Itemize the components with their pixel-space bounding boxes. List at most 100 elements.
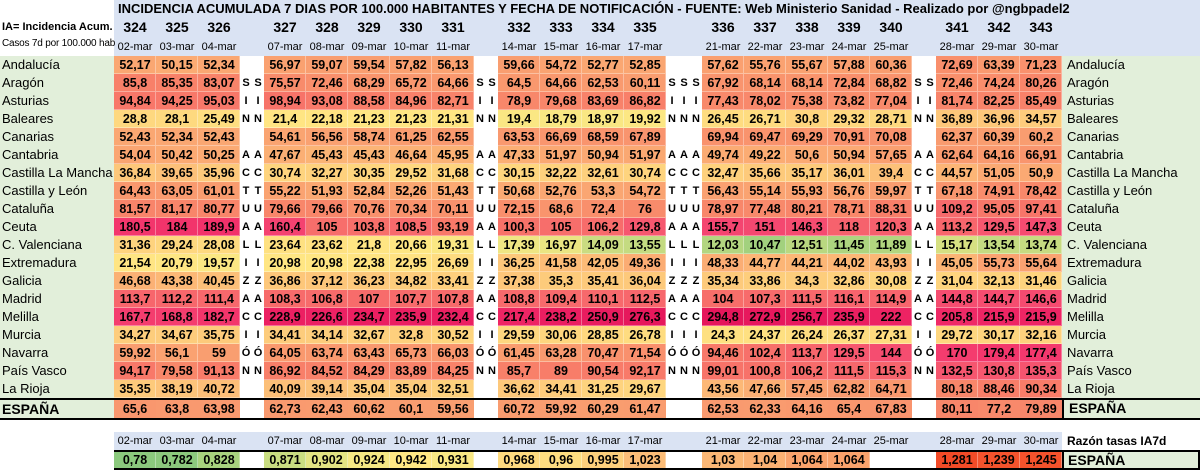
day-number-header: 330 [399, 19, 423, 35]
separator-letter [252, 128, 264, 146]
header-separator [666, 38, 678, 56]
separator-letter: T [678, 182, 690, 200]
heatmap-cell: 75,57 [264, 74, 306, 92]
date-header: 10-mar [393, 41, 429, 53]
heatmap-cell: 72,46 [306, 74, 348, 92]
region-label-left: Asturias [0, 92, 114, 110]
heatmap-cell: 46,64 [390, 146, 432, 164]
date-header: 25-mar [873, 41, 909, 53]
heatmap-cell: 35,34 [702, 272, 744, 290]
heatmap-cell: 38,19 [156, 380, 198, 398]
separator-letter [690, 380, 702, 398]
heatmap-cell: 94,84 [114, 92, 156, 110]
separator-letter: T [486, 182, 498, 200]
separator-letter: S [666, 74, 678, 92]
heatmap-cell: 29,24 [156, 236, 198, 254]
heatmap-cell: 18,97 [582, 110, 624, 128]
heatmap-cell: 64,05 [264, 344, 306, 362]
heatmap-cell: 52,85 [624, 56, 666, 74]
heatmap-cell: 40,45 [198, 272, 240, 290]
separator-letter: A [240, 218, 252, 236]
heatmap-cell: 63,39 [978, 56, 1020, 74]
heatmap-cell: 21,31 [432, 110, 474, 128]
heatmap-cell: 94,17 [114, 362, 156, 380]
separator-letter: A [252, 290, 264, 308]
heatmap-cell: 78,02 [744, 92, 786, 110]
day-number-header: 343 [1029, 19, 1053, 35]
footer-date-header: 23-mar [789, 435, 825, 447]
heatmap-cell: 29,72 [936, 326, 978, 344]
heatmap-cell: 35,35 [114, 380, 156, 398]
heatmap-cell: 59,92 [114, 344, 156, 362]
separator-letter: C [474, 308, 486, 326]
heatmap-cell: 64,16 [978, 146, 1020, 164]
heatmap-cell: 26,24 [786, 326, 828, 344]
separator-letter: I [240, 326, 252, 344]
heatmap-cell: 44,21 [786, 254, 828, 272]
heatmap-cell: 35,04 [348, 380, 390, 398]
separator-letter: T [924, 182, 936, 200]
ratio-cell [870, 452, 912, 468]
heatmap-cell: 47,67 [264, 146, 306, 164]
heatmap-cell: 107 [348, 290, 390, 308]
heatmap-cell: 146,6 [1020, 290, 1062, 308]
heatmap-cell: 83,69 [582, 92, 624, 110]
separator-letter: I [924, 254, 936, 272]
separator-letter [240, 56, 252, 74]
heatmap-cell: 67,92 [702, 74, 744, 92]
separator-blank [924, 452, 936, 468]
heatmap-cell: 151 [744, 218, 786, 236]
separator-letter: A [252, 146, 264, 164]
separator-letter: A [666, 290, 678, 308]
separator-letter: A [678, 218, 690, 236]
heatmap-cell: 63,43 [348, 344, 390, 362]
separator-letter: C [240, 164, 252, 182]
separator-letter: S [252, 74, 264, 92]
heatmap-cell: 31,68 [432, 164, 474, 182]
heatmap-cell: 63,74 [306, 344, 348, 362]
heatmap-cell: 132,5 [936, 362, 978, 380]
heatmap-cell: 34,67 [156, 326, 198, 344]
separator-letter: N [912, 362, 924, 380]
separator-letter: Ó [474, 344, 486, 362]
ia-abbrev-label: IA= Incidencia Acum. [2, 21, 113, 33]
heatmap-cell: 20,66 [390, 236, 432, 254]
day-number-header: 342 [987, 19, 1011, 35]
heatmap-cell: 61,45 [498, 344, 540, 362]
heatmap-cell: 93,08 [306, 92, 348, 110]
separator-letter: A [486, 290, 498, 308]
separator-letter [924, 56, 936, 74]
region-label-left: Ceuta [0, 218, 114, 236]
heatmap-cell: 50,42 [156, 146, 198, 164]
heatmap-cell: 95,03 [198, 92, 240, 110]
heatmap-cell: 44,02 [828, 254, 870, 272]
day-number-header: 341 [945, 19, 969, 35]
header-separator [678, 16, 690, 38]
heatmap-cell: 19,31 [432, 236, 474, 254]
heatmap-cell: 135,3 [1020, 362, 1062, 380]
heatmap-cell: 79,68 [540, 92, 582, 110]
heatmap-cell: 116,1 [828, 290, 870, 308]
heatmap-cell: 45,43 [306, 146, 348, 164]
heatmap-cell: 26,45 [702, 110, 744, 128]
heatmap-cell: 39,65 [156, 164, 198, 182]
heatmap-cell: 15,17 [936, 236, 978, 254]
ratio-cell: 1,281 [936, 452, 978, 468]
footer-date-header: 15-mar [543, 435, 579, 447]
separator-letter: N [486, 110, 498, 128]
heatmap-cell: 294,8 [702, 308, 744, 326]
heatmap-cell: 57,65 [870, 146, 912, 164]
page-title: INCIDENCIA ACUMULADA 7 DIAS POR 100.000 … [114, 0, 1200, 16]
separator-letter: Ó [912, 344, 924, 362]
separator-letter: Ó [252, 344, 264, 362]
date-header: 28-mar [939, 41, 975, 53]
heatmap-cell: 21,4 [264, 110, 306, 128]
heatmap-cell: 55,93 [786, 182, 828, 200]
heatmap-cell: 55,64 [1020, 254, 1062, 272]
heatmap-cell: 82,71 [432, 92, 474, 110]
region-label-right: Galicia [1062, 272, 1200, 290]
day-number-header: 333 [549, 19, 573, 35]
separator-letter: L [240, 236, 252, 254]
table-row: País Vasco 94,17 79,58 91,13 N N 86,92 84,52 84,… [0, 362, 1200, 380]
separator-letter: S [690, 74, 702, 92]
